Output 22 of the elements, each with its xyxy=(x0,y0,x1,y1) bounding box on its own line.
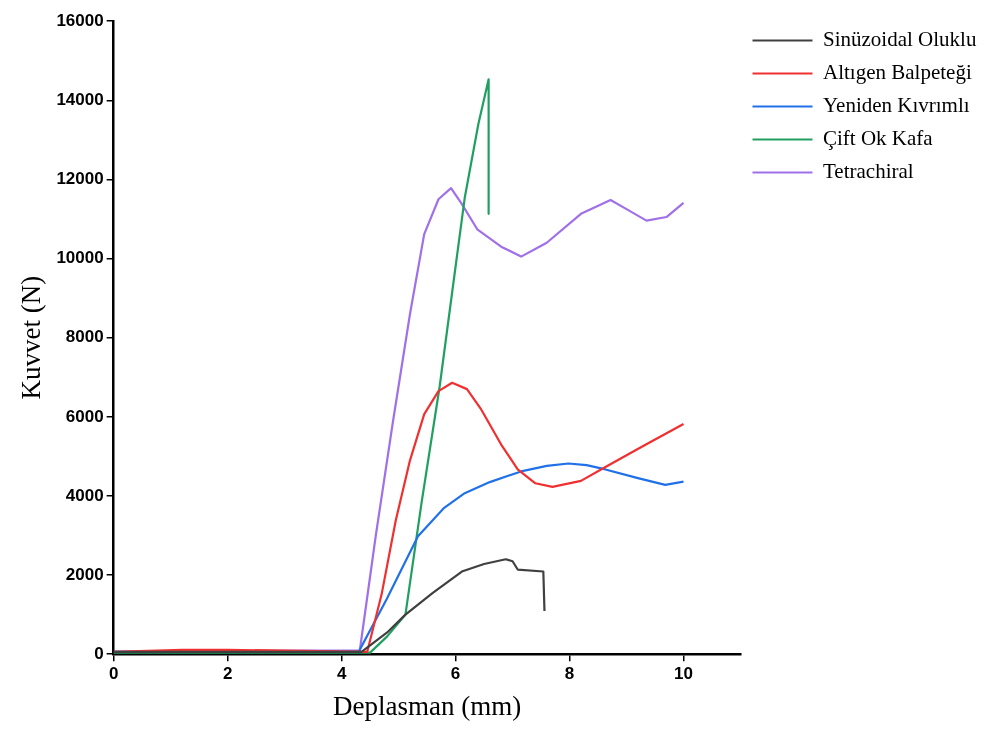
y-tick-label: 12000 xyxy=(56,169,104,189)
x-tick-label: 8 xyxy=(564,664,575,684)
x-tick-label: 6 xyxy=(450,664,461,684)
y-tick-label: 0 xyxy=(94,643,104,663)
y-tick-label: 6000 xyxy=(65,406,104,426)
y-tick-label: 8000 xyxy=(65,327,104,347)
y-tick-label: 10000 xyxy=(56,248,104,268)
x-axis-title: Deplasman (mm) xyxy=(332,690,522,721)
x-tick-label: 0 xyxy=(108,664,119,684)
legend-label: Sinüzoidal Oluklu xyxy=(823,27,977,52)
x-tick-label: 10 xyxy=(674,664,693,684)
legend-label: Altıgen Balpeteği xyxy=(823,60,972,85)
y-tick-label: 16000 xyxy=(56,10,104,30)
x-tick-label: 2 xyxy=(222,664,233,684)
x-tick-label: 4 xyxy=(336,664,347,684)
y-axis-title: Kuvvet (N) xyxy=(16,275,47,400)
legend-label: Çift Ok Kafa xyxy=(823,126,934,151)
legend-label: Yeniden Kıvrımlı xyxy=(823,93,970,118)
y-tick-label: 14000 xyxy=(56,90,104,110)
y-tick-label: 2000 xyxy=(65,564,104,584)
y-tick-label: 4000 xyxy=(65,485,104,505)
legend-label: Tetrachiral xyxy=(823,159,914,184)
